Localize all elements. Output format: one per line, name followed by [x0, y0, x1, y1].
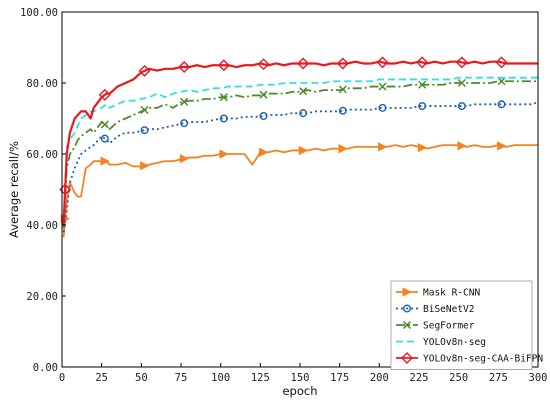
y-tick-label: 60.00 [26, 149, 58, 161]
data-point-marker [299, 87, 308, 96]
x-tick-label: 175 [330, 372, 349, 384]
x-tick-label: 125 [251, 372, 270, 384]
y-tick-label: 80.00 [26, 78, 58, 90]
data-point-marker [257, 58, 270, 71]
data-point-marker [138, 64, 151, 77]
data-point-marker [417, 142, 428, 153]
data-point-marker [178, 61, 191, 74]
y-tick-label: 0.00 [33, 362, 58, 374]
data-point-marker [418, 102, 427, 111]
x-tick-label: 300 [529, 372, 548, 384]
legend-item: Mask R-CNN [396, 287, 480, 299]
data-point-marker [455, 56, 468, 69]
data-point-marker [402, 320, 412, 330]
data-point-marker [259, 90, 268, 99]
data-point-marker [219, 114, 228, 123]
legend-item: SegFormer [396, 321, 475, 332]
data-point-marker [179, 153, 190, 164]
x-tick-label: 100 [211, 372, 230, 384]
data-point-marker [298, 145, 309, 156]
series-layer [59, 56, 539, 238]
data-point-marker [217, 59, 230, 72]
data-point-marker [98, 88, 111, 101]
series-bisenetv2 [62, 100, 539, 233]
data-point-marker [140, 126, 149, 135]
data-point-marker [497, 77, 506, 86]
legend-label: SegFormer [423, 321, 475, 332]
data-point-marker [180, 119, 189, 128]
y-tick-label: 20.00 [26, 291, 58, 303]
data-point-marker [336, 57, 349, 70]
data-point-marker [259, 112, 268, 121]
data-point-marker [457, 141, 467, 151]
data-point-marker [497, 141, 507, 151]
legend-item: YOLOv8n-seg [396, 337, 486, 348]
series-line [62, 60, 538, 226]
y-axis: 0.00 20.00 40.00 60.00 80.00 100.00 [20, 7, 66, 374]
x-axis-label: epoch [282, 384, 317, 398]
series-line [62, 80, 538, 229]
series-yolov8n-seg [62, 76, 538, 226]
data-point-marker [338, 85, 347, 94]
data-point-marker [338, 106, 347, 115]
legend: Mask R-CNN BiSeNetV2 SegFormer YOLOv8n-seg Y… [390, 280, 543, 370]
x-tick-label: 75 [175, 372, 188, 384]
data-point-marker [299, 109, 308, 118]
data-point-marker [378, 142, 388, 152]
data-point-marker [418, 80, 427, 89]
data-point-marker [100, 134, 109, 143]
data-point-marker [140, 161, 150, 171]
x-tick-label: 25 [95, 372, 108, 384]
data-point-marker [338, 144, 348, 154]
data-point-marker [297, 57, 310, 70]
data-point-marker [416, 56, 429, 69]
data-point-marker [376, 56, 389, 69]
data-point-marker [457, 102, 466, 111]
legend-label: Mask R-CNN [423, 288, 480, 299]
x-tick-label: 225 [410, 372, 429, 384]
series-line [62, 144, 538, 238]
data-point-marker [497, 100, 506, 109]
y-axis-label: Average recall/% [7, 141, 21, 238]
legend-item: YOLOv8n-seg-CAA-BiFPN [396, 352, 543, 365]
series-line [62, 76, 538, 226]
y-tick-label: 40.00 [26, 220, 58, 232]
x-tick-label: 250 [449, 372, 468, 384]
series-segformer [62, 77, 538, 229]
legend-label: YOLOv8n-seg-CAA-BiFPN [423, 354, 543, 365]
legend-label: YOLOv8n-seg [423, 337, 486, 348]
x-tick-label: 50 [135, 372, 148, 384]
series-yolov8n-seg-caa-bifpn [59, 56, 538, 226]
data-point-marker [100, 156, 110, 166]
series-mask-r-cnn [60, 141, 538, 238]
data-point-marker [219, 149, 229, 159]
data-point-marker [219, 93, 228, 102]
x-tick-label: 200 [370, 372, 389, 384]
x-axis: 0 25 50 75 100 125 150 175 200 225 250 275 300 [59, 363, 548, 384]
data-point-marker [378, 82, 387, 91]
data-point-marker [457, 78, 466, 88]
legend-label: BiSeNetV2 [423, 304, 474, 315]
data-point-marker [140, 105, 149, 115]
data-point-marker [180, 97, 189, 106]
legend-item: BiSeNetV2 [396, 304, 474, 315]
data-point-marker [403, 304, 412, 313]
data-point-marker [100, 120, 109, 129]
data-point-marker [378, 103, 387, 112]
data-point-marker [402, 287, 412, 297]
data-point-marker [495, 56, 508, 69]
y-tick-label: 100.00 [20, 7, 58, 19]
data-point-marker [259, 147, 269, 157]
x-tick-label: 150 [291, 372, 310, 384]
x-tick-label: 0 [59, 372, 65, 384]
x-tick-label: 275 [489, 372, 508, 384]
data-point-marker [401, 352, 413, 364]
